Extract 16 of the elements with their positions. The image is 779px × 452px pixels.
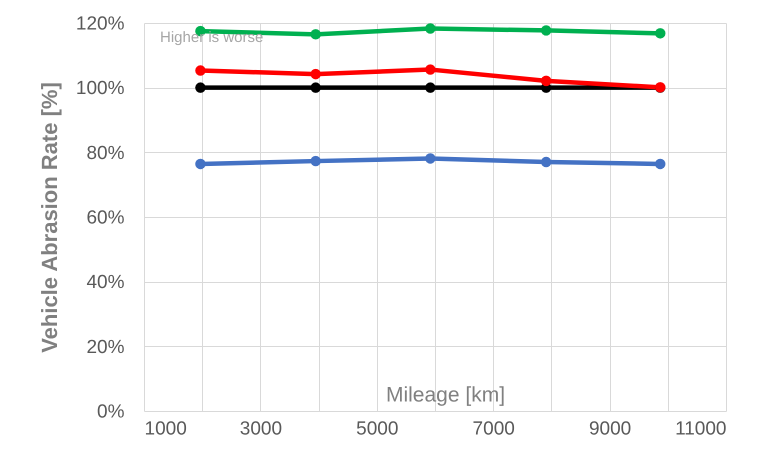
y-tick-label: 120%: [76, 14, 125, 34]
x-axis-title: Mileage [km]: [386, 384, 506, 406]
x-tick-label: 11000: [675, 418, 726, 440]
y-tick-label: 100%: [76, 78, 125, 100]
y-tick-label: 40%: [86, 272, 125, 294]
y-tick-label: 60%: [86, 208, 125, 228]
y-tick-label: 0%: [97, 402, 125, 422]
x-tick-label: 9000: [588, 418, 632, 440]
annotation: Higher is worse: [160, 29, 264, 46]
x-tick-label: 5000: [356, 418, 398, 440]
x-tick-label: 7000: [472, 418, 515, 440]
y-tick-label: 80%: [86, 142, 125, 164]
x-tick-label: 3000: [240, 418, 282, 440]
x-tick-label: 1000: [144, 418, 187, 440]
y-axis-title: Vehicle Abrasion Rate [%]: [36, 82, 62, 353]
y-tick-label: 20%: [86, 336, 125, 358]
